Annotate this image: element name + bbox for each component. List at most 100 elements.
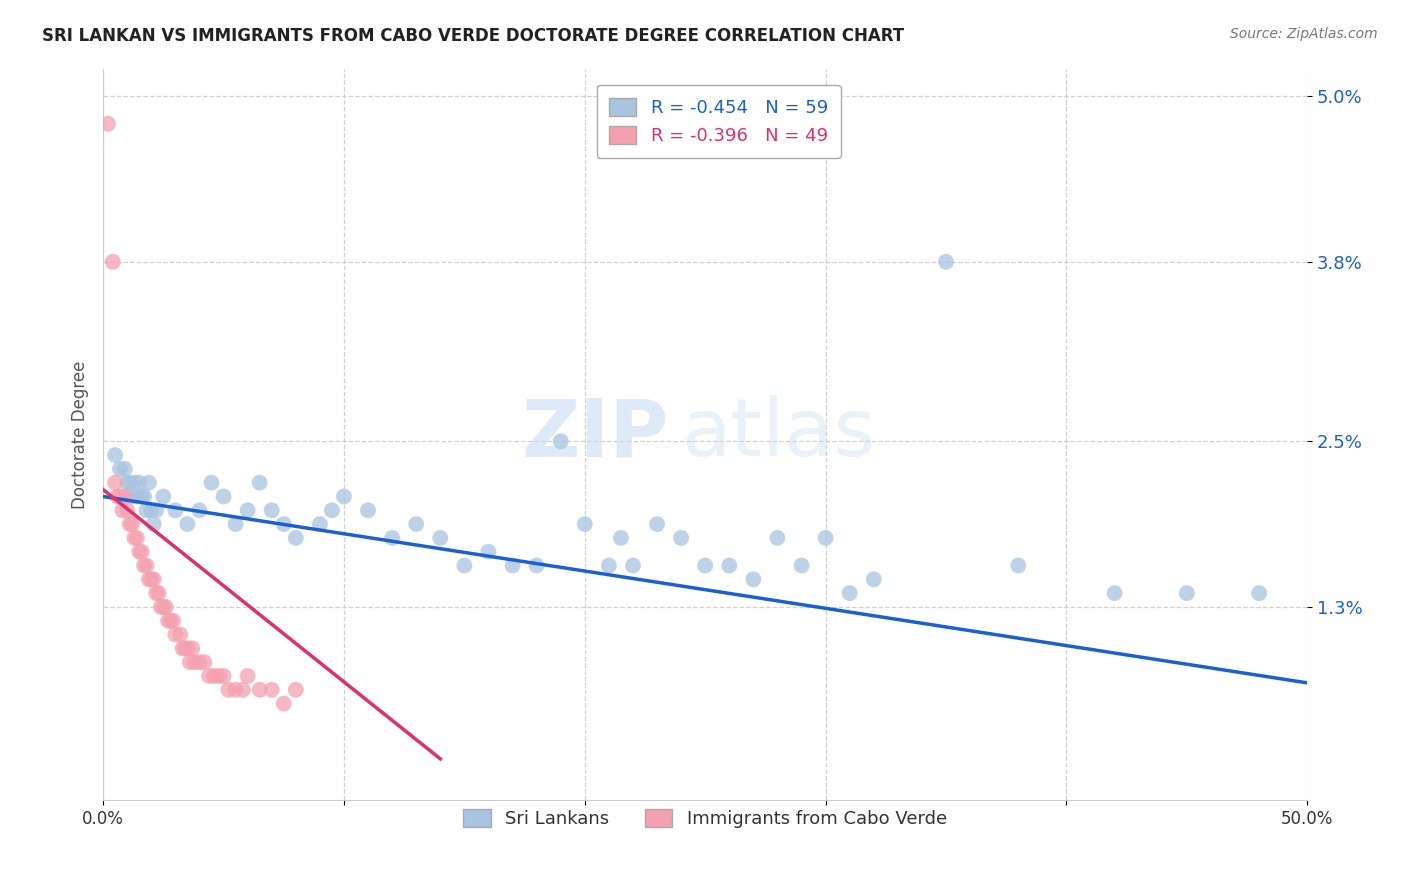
Point <box>1175 586 1198 600</box>
Point <box>225 682 247 697</box>
Point <box>104 475 127 490</box>
Point <box>128 475 150 490</box>
Point <box>249 682 271 697</box>
Point <box>152 599 174 614</box>
Point <box>208 669 231 683</box>
Point <box>212 490 235 504</box>
Point <box>695 558 717 573</box>
Point <box>176 517 198 532</box>
Point <box>179 655 201 669</box>
Point <box>141 503 163 517</box>
Point <box>149 599 172 614</box>
Point <box>1104 586 1126 600</box>
Point <box>200 475 222 490</box>
Point <box>188 655 211 669</box>
Point <box>165 503 187 517</box>
Point <box>742 572 765 586</box>
Point <box>124 531 146 545</box>
Point <box>131 545 153 559</box>
Point <box>115 503 138 517</box>
Point <box>118 475 141 490</box>
Point <box>333 490 356 504</box>
Point <box>193 655 215 669</box>
Point <box>574 517 596 532</box>
Point <box>138 475 160 490</box>
Point <box>814 531 837 545</box>
Point <box>114 490 136 504</box>
Point <box>502 558 524 573</box>
Point <box>121 517 143 532</box>
Point <box>610 531 633 545</box>
Point <box>132 490 155 504</box>
Point <box>135 558 157 573</box>
Point <box>108 490 131 504</box>
Text: SRI LANKAN VS IMMIGRANTS FROM CABO VERDE DOCTORATE DEGREE CORRELATION CHART: SRI LANKAN VS IMMIGRANTS FROM CABO VERDE… <box>42 27 904 45</box>
Point <box>115 475 138 490</box>
Point <box>284 531 307 545</box>
Point <box>172 641 194 656</box>
Point <box>121 490 143 504</box>
Point <box>669 531 692 545</box>
Point <box>862 572 884 586</box>
Point <box>309 517 332 532</box>
Point <box>273 697 295 711</box>
Text: Source: ZipAtlas.com: Source: ZipAtlas.com <box>1230 27 1378 41</box>
Point <box>104 448 127 462</box>
Point <box>141 572 163 586</box>
Point <box>125 490 148 504</box>
Point <box>165 627 187 641</box>
Point <box>128 545 150 559</box>
Point <box>453 558 475 573</box>
Point <box>176 641 198 656</box>
Point <box>131 490 153 504</box>
Point <box>284 682 307 697</box>
Point <box>124 475 146 490</box>
Point <box>477 545 499 559</box>
Point <box>114 462 136 476</box>
Point <box>236 503 259 517</box>
Point <box>645 517 668 532</box>
Point <box>145 586 167 600</box>
Point <box>260 682 283 697</box>
Point <box>111 503 134 517</box>
Point <box>157 614 180 628</box>
Point <box>198 669 221 683</box>
Point <box>217 682 239 697</box>
Point <box>145 503 167 517</box>
Point <box>183 655 205 669</box>
Point <box>321 503 343 517</box>
Point <box>260 503 283 517</box>
Point <box>97 117 120 131</box>
Point <box>1249 586 1271 600</box>
Point <box>107 490 129 504</box>
Point <box>935 254 957 268</box>
Point <box>101 254 124 268</box>
Point <box>718 558 741 573</box>
Point <box>381 531 404 545</box>
Point <box>429 531 451 545</box>
Point <box>142 572 165 586</box>
Point <box>152 490 174 504</box>
Point <box>135 503 157 517</box>
Point <box>838 586 860 600</box>
Point <box>169 627 191 641</box>
Point <box>357 503 380 517</box>
Point <box>108 462 131 476</box>
Point <box>249 475 271 490</box>
Text: atlas: atlas <box>681 395 876 474</box>
Point <box>148 586 170 600</box>
Point <box>1007 558 1029 573</box>
Point <box>405 517 427 532</box>
Y-axis label: Doctorate Degree: Doctorate Degree <box>72 360 89 508</box>
Text: ZIP: ZIP <box>522 395 669 474</box>
Point <box>188 503 211 517</box>
Point <box>621 558 644 573</box>
Point <box>273 517 295 532</box>
Point <box>202 669 225 683</box>
Point <box>766 531 789 545</box>
Point <box>138 572 160 586</box>
Point <box>225 517 247 532</box>
Point <box>174 641 197 656</box>
Point <box>125 531 148 545</box>
Point <box>236 669 259 683</box>
